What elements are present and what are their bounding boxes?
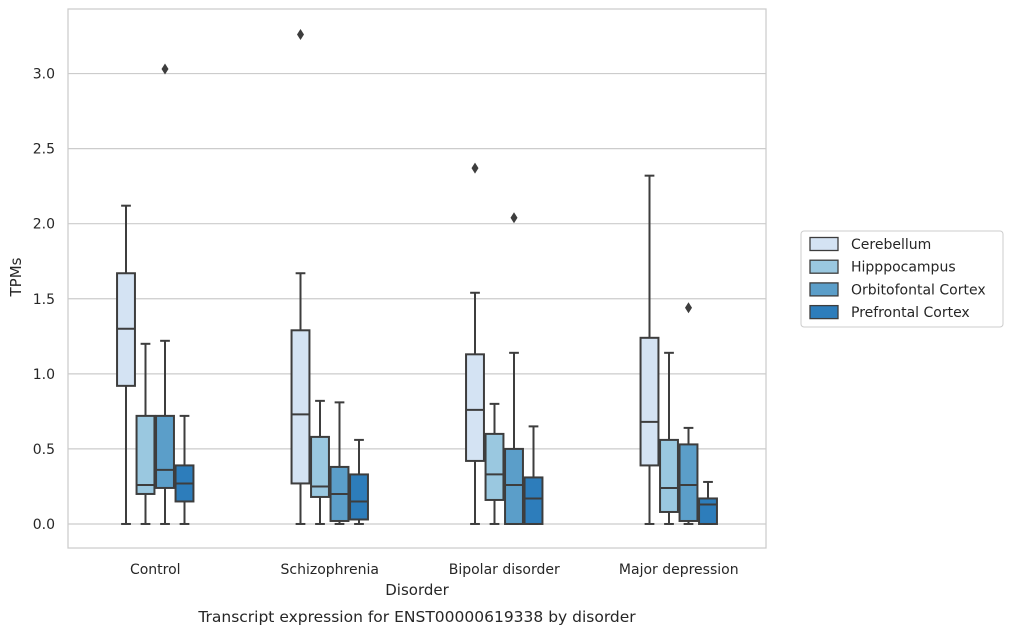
legend-swatch	[809, 282, 839, 297]
outlier-point	[685, 302, 692, 314]
iqr-box	[678, 443, 699, 522]
y-tick-label: 0.0	[33, 517, 55, 533]
x-axis-label: Disorder	[385, 581, 449, 599]
legend-label: Prefrontal Cortex	[851, 305, 970, 321]
box-orbitofontal-cortex-0	[155, 63, 175, 525]
x-tick-label: Control	[130, 562, 181, 578]
legend-label: Orbitofontal Cortex	[851, 282, 986, 298]
iqr-box	[135, 414, 156, 495]
iqr-box	[310, 435, 330, 498]
box-prefrontal-cortex-1	[349, 438, 369, 525]
box-cerebellum-3	[639, 174, 660, 525]
iqr-box	[523, 476, 544, 525]
iqr-box	[484, 432, 505, 501]
boxes	[116, 29, 718, 525]
box-cerebellum-1	[290, 29, 311, 525]
box-orbitofontal-cortex-2	[504, 212, 524, 525]
iqr-box	[698, 497, 718, 525]
legend-swatch	[809, 236, 839, 252]
iqr-box	[465, 353, 485, 462]
legend-frame	[800, 230, 1004, 328]
legend-swatch	[809, 259, 839, 274]
x-tick-label: Bipolar disorder	[449, 562, 560, 578]
box-orbitofontal-cortex-1	[329, 401, 350, 525]
legend-label: Cerebellum	[851, 237, 931, 253]
outlier-point	[471, 162, 479, 174]
legend: Cerebellum Hipppocampus Orbitofontal Corte…	[800, 230, 1004, 328]
y-tick-label: 3.0	[33, 67, 55, 83]
iqr-box	[639, 336, 660, 467]
box-hipppocampus-2	[484, 402, 505, 525]
iqr-box	[155, 414, 175, 489]
box-hipppocampus-1	[310, 399, 330, 525]
y-tick-label: 2.0	[33, 217, 55, 233]
y-tick-label: 1.5	[33, 292, 55, 308]
outlier-point	[510, 212, 518, 224]
iqr-box	[659, 438, 679, 513]
y-axis-label: TPMs	[7, 257, 25, 297]
box-orbitofontal-cortex-3	[678, 302, 699, 525]
legend-label: Hipppocampus	[851, 260, 956, 276]
y-tick-label: 2.5	[33, 142, 55, 158]
y-tick-label: 0.5	[33, 442, 55, 458]
box-hipppocampus-3	[659, 351, 679, 525]
plot-area-frame	[67, 8, 767, 549]
outlier-point	[161, 63, 169, 75]
iqr-box	[290, 329, 311, 485]
box-prefrontal-cortex-2	[523, 425, 544, 525]
box-hipppocampus-0	[135, 342, 156, 525]
box-cerebellum-0	[116, 204, 136, 525]
box-cerebellum-2	[465, 162, 485, 525]
box-prefrontal-cortex-0	[174, 414, 195, 525]
y-tick-labels: 0.0 0.5 1.0 1.5 2.0 2.5 3.0	[33, 67, 55, 533]
y-tick-label: 1.0	[33, 367, 55, 383]
x-tick-label: Schizophrenia	[281, 562, 379, 578]
legend-swatch	[809, 304, 839, 320]
x-tick-label: Major depression	[619, 562, 739, 578]
chart-caption: Transcript expression for ENST0000061933…	[197, 608, 636, 626]
iqr-box	[349, 473, 369, 521]
box-prefrontal-cortex-3	[698, 480, 718, 525]
iqr-box	[504, 447, 524, 525]
x-tick-labels: Control Schizophrenia Bipolar disorder Majo…	[130, 562, 739, 578]
outlier-point	[297, 29, 304, 41]
